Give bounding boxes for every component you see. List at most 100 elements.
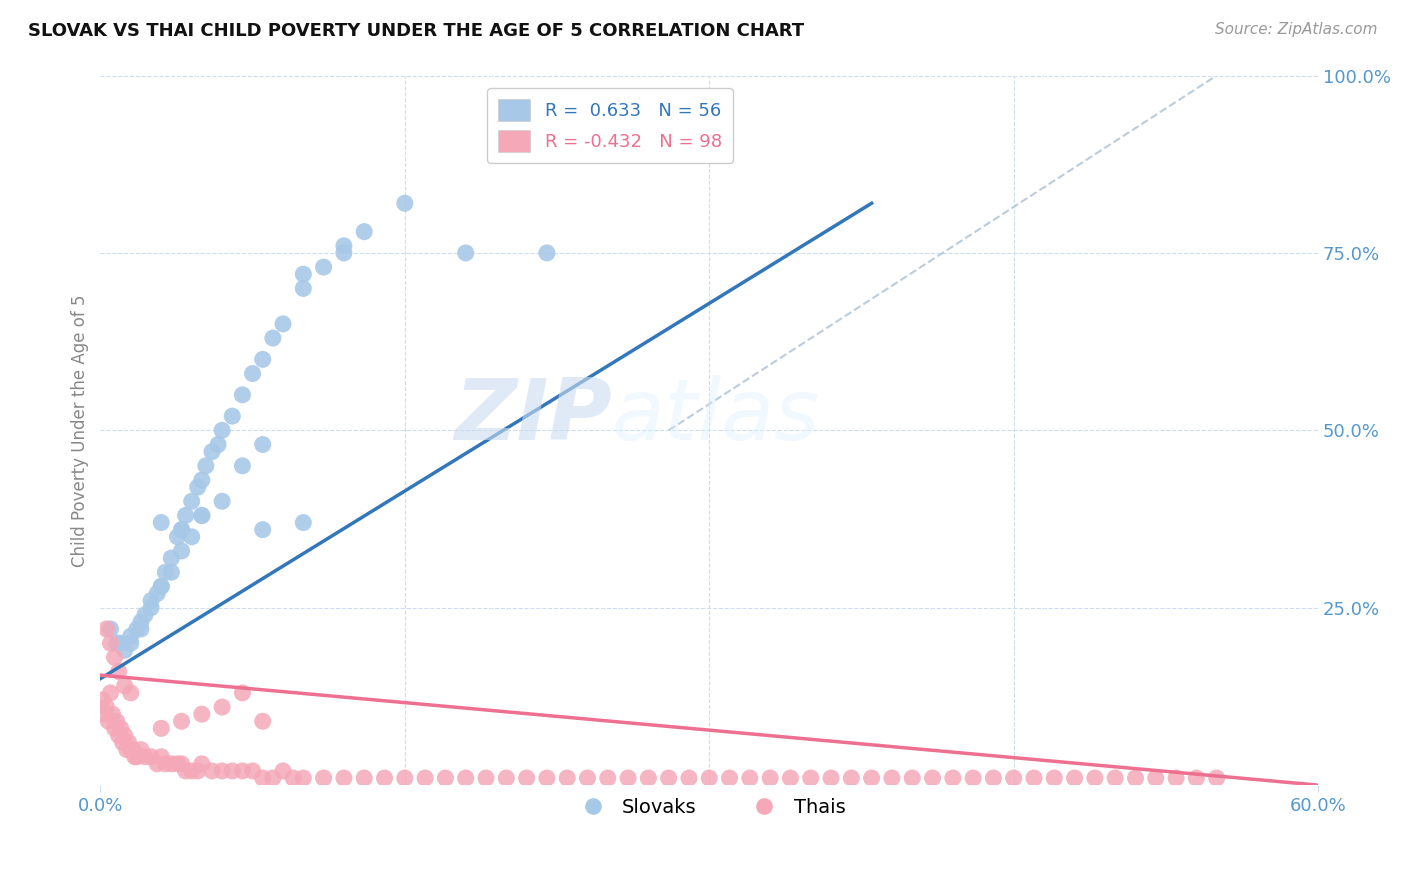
Point	[96, 622, 118, 636]
Point	[125, 749, 148, 764]
Point	[191, 756, 214, 771]
Point	[983, 771, 1005, 785]
Point	[942, 771, 965, 785]
Point	[617, 771, 640, 785]
Point	[252, 771, 274, 785]
Point	[536, 771, 558, 785]
Point	[110, 722, 132, 736]
Point	[121, 742, 143, 756]
Point	[1185, 771, 1208, 785]
Point	[252, 714, 274, 729]
Point	[180, 494, 202, 508]
Point	[759, 771, 782, 785]
Point	[120, 636, 142, 650]
Point	[100, 636, 122, 650]
Point	[211, 764, 233, 778]
Point	[166, 530, 188, 544]
Point	[110, 636, 132, 650]
Point	[134, 749, 156, 764]
Point	[180, 530, 202, 544]
Point	[1104, 771, 1126, 785]
Point	[262, 331, 284, 345]
Point	[1084, 771, 1107, 785]
Point	[191, 508, 214, 523]
Text: Source: ZipAtlas.com: Source: ZipAtlas.com	[1215, 22, 1378, 37]
Point	[211, 423, 233, 437]
Point	[312, 771, 335, 785]
Point	[115, 742, 138, 756]
Point	[187, 764, 209, 778]
Point	[150, 579, 173, 593]
Point	[454, 246, 477, 260]
Point	[93, 707, 115, 722]
Point	[111, 735, 134, 749]
Point	[103, 722, 125, 736]
Point	[800, 771, 823, 785]
Point	[170, 714, 193, 729]
Text: ZIP: ZIP	[454, 375, 612, 458]
Point	[495, 771, 517, 785]
Point	[1043, 771, 1066, 785]
Point	[596, 771, 619, 785]
Point	[166, 756, 188, 771]
Point	[100, 622, 122, 636]
Point	[312, 260, 335, 274]
Point	[1164, 771, 1187, 785]
Point	[697, 771, 720, 785]
Point	[333, 246, 356, 260]
Point	[394, 196, 416, 211]
Point	[211, 494, 233, 508]
Point	[1022, 771, 1045, 785]
Point	[292, 267, 315, 281]
Point	[283, 771, 305, 785]
Point	[373, 771, 395, 785]
Point	[271, 764, 294, 778]
Point	[454, 771, 477, 785]
Point	[155, 566, 177, 580]
Point	[1144, 771, 1167, 785]
Point	[114, 679, 136, 693]
Point	[271, 317, 294, 331]
Point	[394, 771, 416, 785]
Point	[434, 771, 457, 785]
Point	[779, 771, 801, 785]
Point	[170, 544, 193, 558]
Point	[207, 437, 229, 451]
Point	[576, 771, 599, 785]
Point	[242, 367, 264, 381]
Point	[1125, 771, 1147, 785]
Point	[124, 749, 146, 764]
Point	[155, 756, 177, 771]
Point	[120, 629, 142, 643]
Point	[180, 764, 202, 778]
Point	[114, 643, 136, 657]
Point	[231, 388, 253, 402]
Point	[231, 686, 253, 700]
Point	[160, 551, 183, 566]
Point	[738, 771, 761, 785]
Text: SLOVAK VS THAI CHILD POVERTY UNDER THE AGE OF 5 CORRELATION CHART: SLOVAK VS THAI CHILD POVERTY UNDER THE A…	[28, 22, 804, 40]
Point	[191, 508, 214, 523]
Point	[252, 352, 274, 367]
Point	[150, 749, 173, 764]
Point	[174, 764, 197, 778]
Point	[129, 615, 152, 629]
Point	[194, 458, 217, 473]
Point	[475, 771, 498, 785]
Point	[150, 516, 173, 530]
Point	[1205, 771, 1227, 785]
Point	[107, 728, 129, 742]
Point	[170, 756, 193, 771]
Point	[100, 686, 122, 700]
Point	[150, 579, 173, 593]
Point	[139, 600, 162, 615]
Point	[1002, 771, 1025, 785]
Point	[170, 523, 193, 537]
Point	[901, 771, 924, 785]
Point	[146, 586, 169, 600]
Point	[201, 764, 224, 778]
Point	[1063, 771, 1085, 785]
Point	[107, 665, 129, 679]
Point	[96, 700, 118, 714]
Point	[413, 771, 436, 785]
